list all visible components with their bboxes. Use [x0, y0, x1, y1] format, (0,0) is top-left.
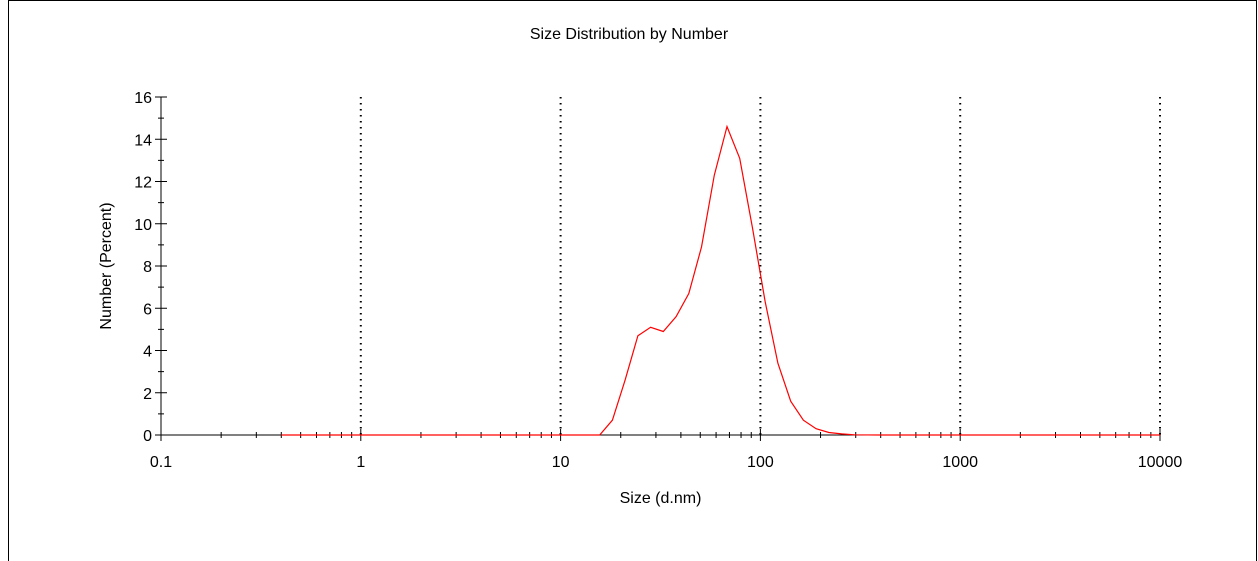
grid-lines	[359, 97, 1161, 435]
x-tick-label: 10000	[1138, 454, 1183, 471]
x-tick-label: 100	[747, 454, 774, 471]
y-tick-label: 4	[143, 344, 152, 361]
y-tick-label: 2	[143, 386, 152, 403]
y-axis-title: Number (Percent)	[98, 202, 115, 329]
x-tick-label: 1000	[942, 454, 978, 471]
y-tick-label: 10	[134, 217, 152, 234]
series-line	[281, 124, 1160, 436]
series-layer	[281, 124, 1160, 436]
x-tick-label: 1	[356, 454, 365, 471]
y-tick-label: 16	[134, 90, 152, 107]
chart-title: Size Distribution by Number	[529, 26, 729, 43]
y-tick-label: 0	[143, 428, 152, 445]
axis-labels: 0 2 4 6 8 10 12 14 16 0.1 1 10 100 1000 10000 Size (d.n…	[98, 90, 1182, 507]
y-tick-label: 8	[143, 259, 152, 276]
x-tick-label: 10	[552, 454, 570, 471]
y-tick-label: 12	[134, 175, 152, 192]
axes	[155, 96, 1161, 441]
y-tick-label: 6	[143, 301, 152, 318]
y-tick-label: 14	[134, 132, 152, 149]
x-tick-label: 0.1	[150, 454, 172, 471]
x-axis-title: Size (d.nm)	[620, 490, 702, 507]
chart-frame	[8, 0, 1257, 561]
